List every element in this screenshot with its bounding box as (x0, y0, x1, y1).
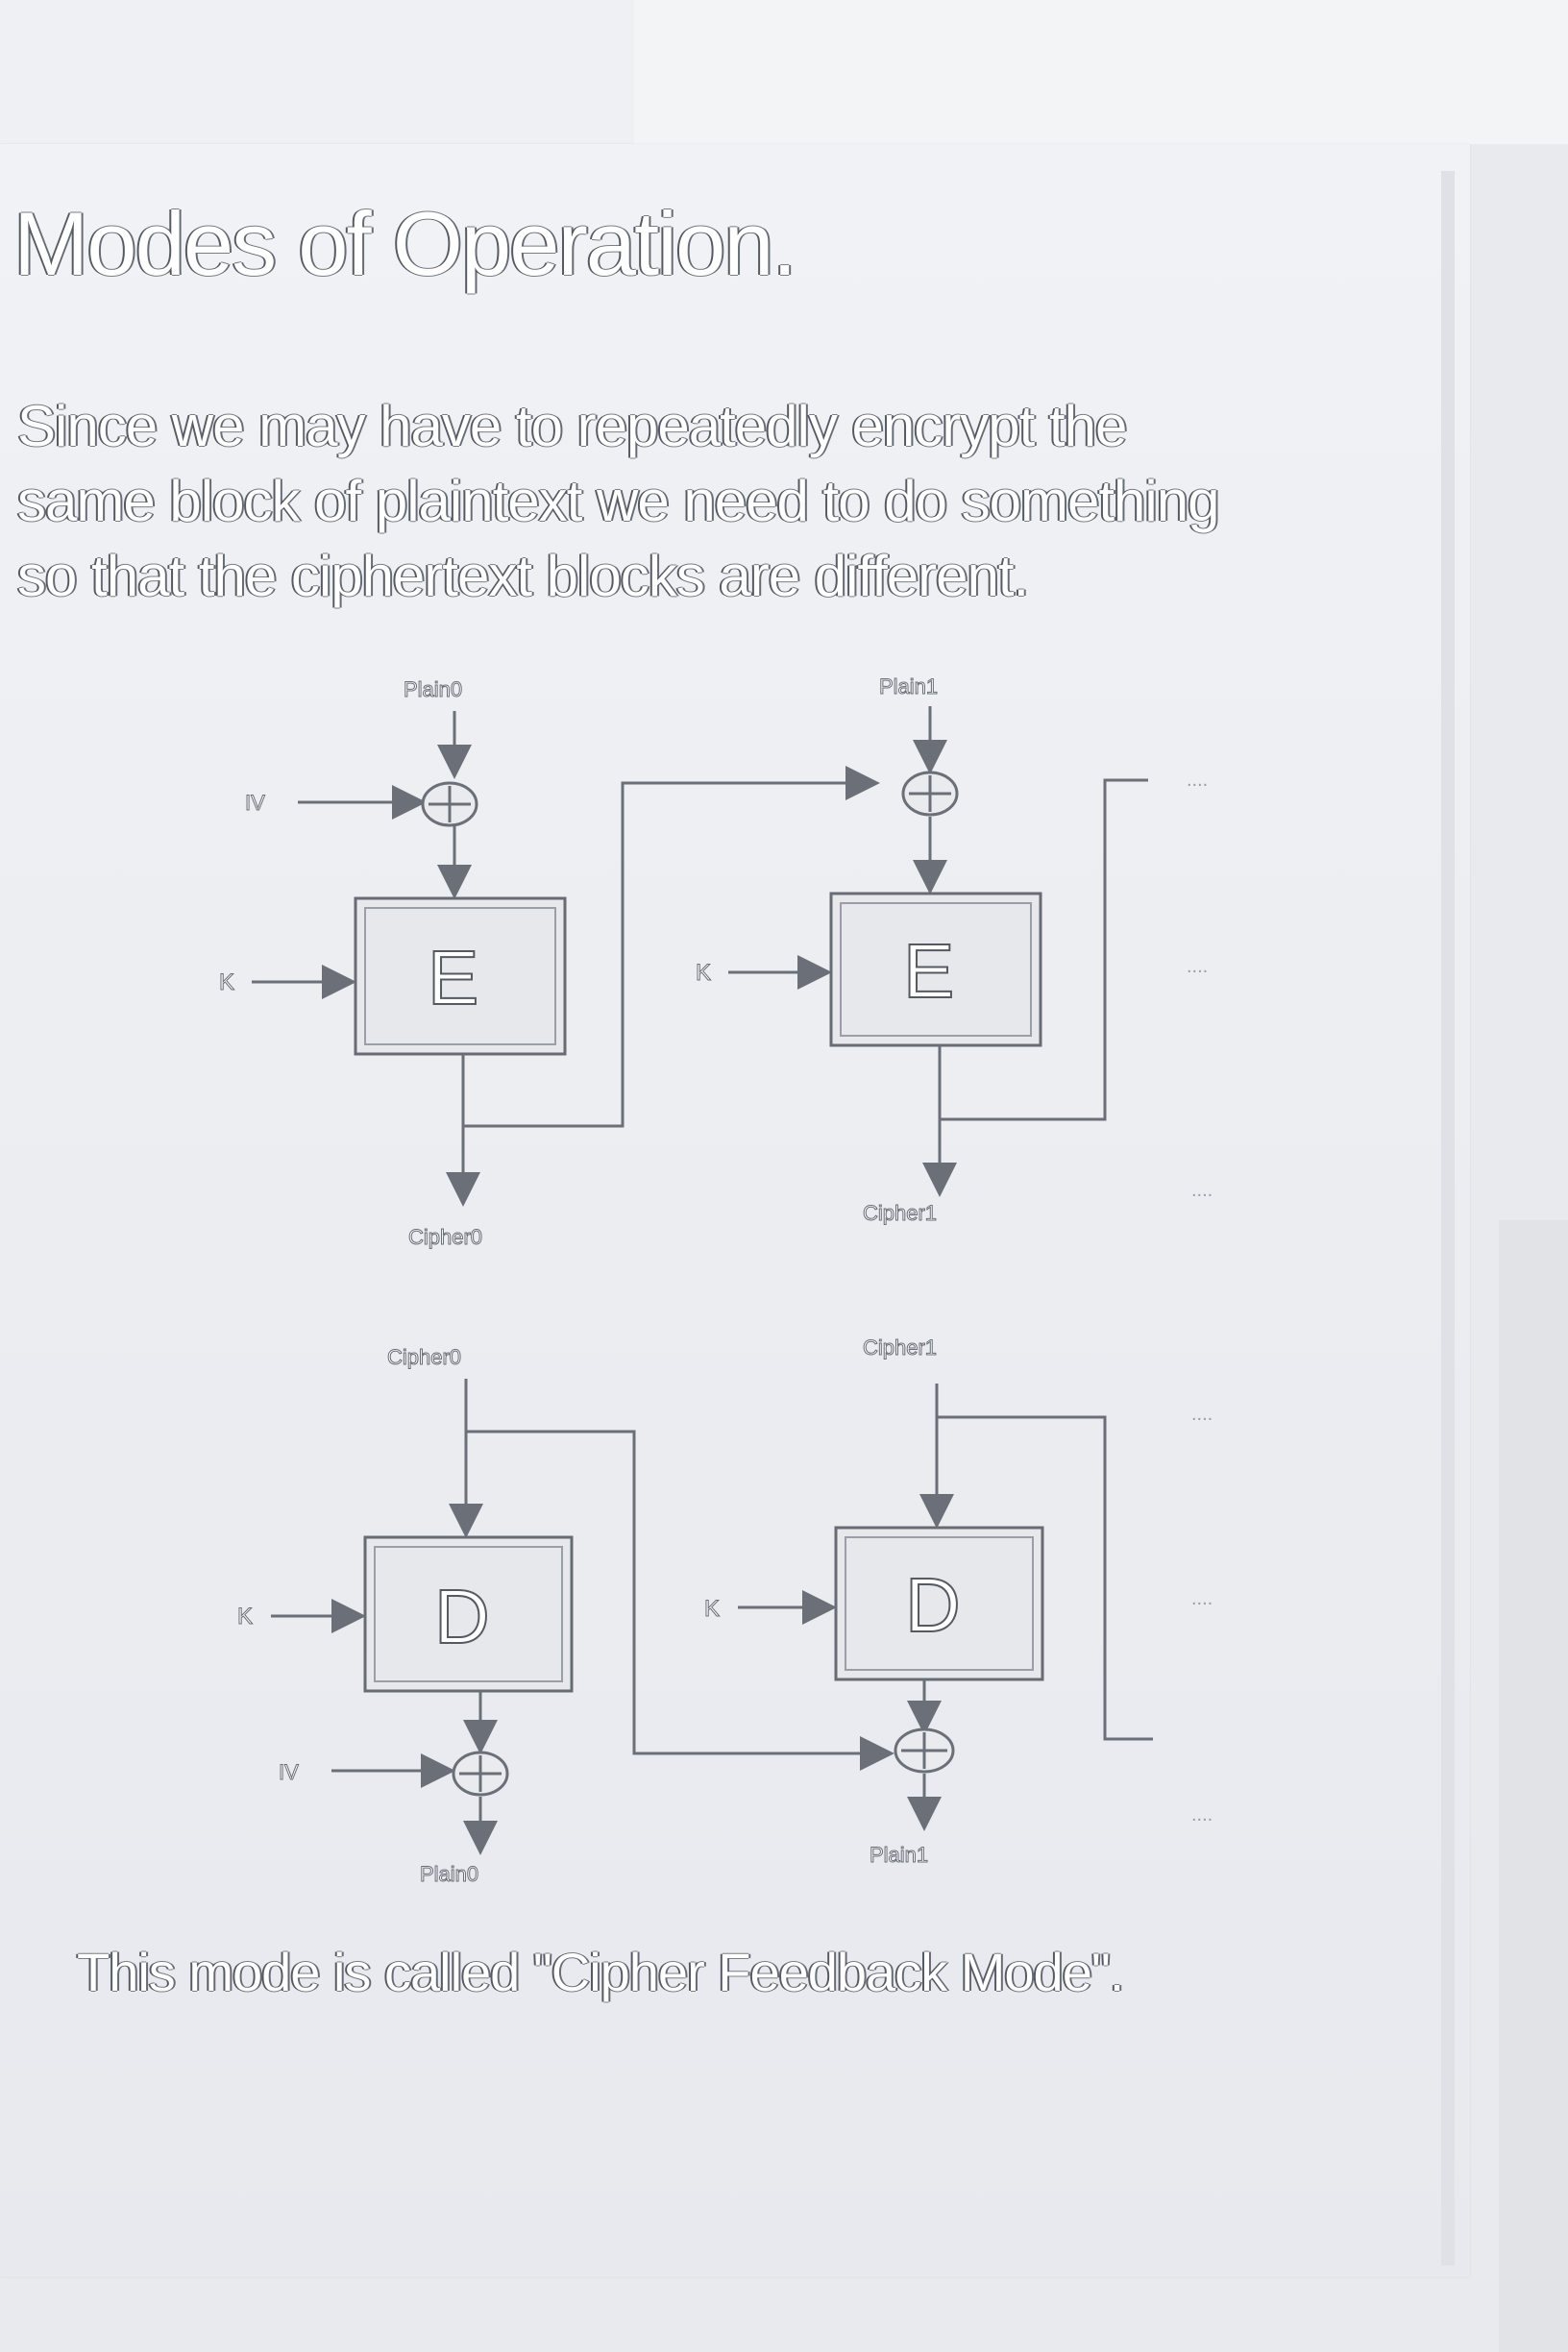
background-right (1499, 1220, 1568, 2352)
enc-key1-label: K (696, 960, 711, 986)
dec-continuation-1: .... (1191, 1404, 1213, 1425)
background-top-right (634, 0, 1568, 144)
decrypt-diagram: Cipher0 D K IV Plain0 Cipher1 D K (237, 1335, 1213, 1887)
dec-block0-box (363, 1535, 574, 1693)
enc-feedback1-path (940, 778, 1148, 1121)
enc-feedback0-path (463, 766, 880, 1128)
dec-block1-op: D (905, 1562, 961, 1648)
enc-plain1-label: Plain1 (879, 674, 938, 698)
dec-iv-label: IV (279, 1760, 299, 1784)
dec-cipher0-label: Cipher0 (387, 1345, 461, 1369)
intro-paragraph: Since we may have to repeatedly encrypt … (17, 389, 1430, 614)
enc-block1-op: E (903, 928, 954, 1014)
paper-sheet (0, 144, 1470, 2277)
enc-xor0-icon (421, 781, 478, 827)
enc-block0-box (354, 896, 567, 1056)
dec-xor0-icon (452, 1751, 509, 1797)
dec-feedback0-path (466, 1430, 894, 1771)
dec-plain0-label: Plain0 (420, 1862, 478, 1886)
enc-block0-op: E (428, 935, 478, 1020)
dec-continuation-2: .... (1191, 1588, 1213, 1609)
enc-cipher1-label: Cipher1 (863, 1201, 937, 1225)
intro-line-1: Since we may have to repeatedly encrypt … (17, 394, 1127, 458)
intro-line-2: same block of plaintext we need to do so… (17, 469, 1219, 533)
enc-xor1-icon (901, 771, 959, 817)
paper-edge (1441, 171, 1455, 2266)
enc-key0-label: K (219, 969, 234, 995)
enc-continuation-1: .... (1187, 770, 1208, 791)
dec-continuation-3: .... (1191, 1804, 1213, 1825)
enc-plain0-label: Plain0 (404, 677, 462, 701)
dec-block0-op: D (434, 1574, 490, 1659)
dec-key0-label: K (237, 1604, 253, 1629)
page-title: Modes of Operation. (13, 193, 797, 294)
enc-cipher0-label: Cipher0 (408, 1225, 482, 1249)
encrypt-diagram: Plain0 IV E K Cipher0 Plain1 E K (219, 674, 1213, 1250)
dec-cipher1-label: Cipher1 (863, 1335, 937, 1360)
enc-block1-box (829, 892, 1042, 1047)
enc-continuation-3: .... (1191, 1180, 1213, 1201)
intro-line-3: so that the ciphertext blocks are differ… (17, 544, 1029, 608)
enc-iv-label: IV (245, 791, 265, 815)
dec-feedback1-path (937, 1415, 1153, 1741)
dec-xor1-icon (894, 1727, 955, 1774)
enc-continuation-2: .... (1187, 956, 1208, 977)
dec-plain1-label: Plain1 (870, 1843, 928, 1867)
mode-caption: This mode is called "Cipher Feedback Mod… (77, 1942, 1124, 2002)
dec-key1-label: K (704, 1596, 720, 1622)
